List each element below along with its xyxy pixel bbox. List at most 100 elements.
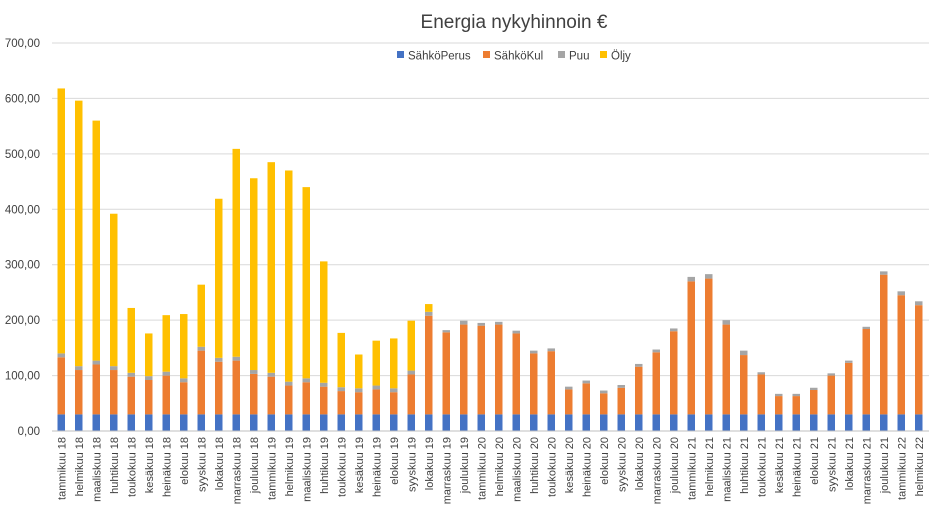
x-tick-label: heinäkuu 20 — [581, 437, 593, 497]
x-tick-label: huhtikuu 21 — [739, 437, 751, 494]
legend-swatch — [483, 51, 490, 58]
bar-segment — [547, 414, 555, 431]
bar-segment — [600, 390, 608, 394]
x-tick-label: tammikuu 21 — [686, 437, 698, 500]
bar-segment — [565, 386, 573, 390]
bar-segment — [757, 372, 765, 375]
x-tick-label: huhtikuu 20 — [529, 437, 541, 494]
x-axis-ticks: tammikuu 18 helmikuu 18 maaliskuu 18 huhtik… — [56, 437, 926, 504]
legend-label: SähköPerus — [408, 51, 471, 63]
bar-segment — [705, 274, 713, 279]
bar-segment — [127, 376, 135, 415]
x-tick-label: heinäkuu 19 — [371, 437, 383, 497]
bar-segment — [267, 376, 275, 415]
x-tick-label: huhtikuu 19 — [319, 437, 331, 494]
bar-segment — [792, 396, 800, 415]
x-tick-label: lokakuu 20 — [634, 437, 646, 490]
bar-segment — [775, 414, 783, 431]
bar-segment — [232, 356, 240, 361]
bar-segment — [215, 357, 223, 362]
bar-segment — [880, 274, 888, 415]
bar-segment — [705, 278, 713, 415]
bar-segment — [337, 332, 345, 388]
bar-segment — [757, 414, 765, 431]
bar-segment — [897, 295, 905, 415]
bar-segment — [915, 301, 923, 306]
bar-segment — [897, 291, 905, 296]
bar-segment — [110, 213, 118, 367]
bar-segment — [232, 414, 240, 431]
bar-segment — [687, 281, 695, 415]
bar-segment — [897, 414, 905, 431]
legend-swatch — [397, 51, 404, 58]
x-tick-label: marraskuu 18 — [231, 437, 243, 504]
bar-segment — [267, 414, 275, 431]
bar-segment — [197, 346, 205, 351]
bar-segment — [757, 374, 765, 415]
bar-segment — [460, 324, 468, 415]
bar-segment — [372, 340, 380, 386]
bar-segment — [110, 366, 118, 371]
bar-segment — [302, 414, 310, 431]
x-tick-label: marraskuu 19 — [441, 437, 453, 504]
bar-segment — [565, 389, 573, 415]
y-axis-ticks: 0,00 100,00 200,00 300,00 400,00 500,00 600,00… — [5, 38, 40, 438]
bar-segment — [232, 148, 240, 357]
y-tick-label: 100,00 — [5, 371, 40, 383]
bar-segment — [355, 388, 363, 393]
bar-segment — [792, 393, 800, 397]
bar-segment — [110, 370, 118, 415]
bar-segment — [512, 330, 520, 334]
bar-segment — [57, 353, 65, 358]
x-tick-label: joulukuu 20 — [669, 437, 681, 494]
x-tick-label: maaliskuu 18 — [91, 437, 103, 502]
bar-segment — [600, 393, 608, 415]
bar-segment — [302, 382, 310, 415]
bar-segment — [57, 88, 65, 354]
bar-segment — [180, 382, 188, 415]
bar-segment — [75, 366, 83, 371]
bar-segment — [442, 332, 450, 415]
bar-segment — [722, 324, 730, 415]
y-tick-label: 400,00 — [5, 204, 40, 216]
x-tick-label: toukokuu 21 — [756, 437, 768, 497]
legend-label: Puu — [569, 51, 589, 63]
y-tick-label: 200,00 — [5, 315, 40, 327]
x-tick-label: joulukuu 21 — [879, 437, 891, 494]
bar-segment — [197, 414, 205, 431]
bar-segment — [862, 329, 870, 415]
bar-segment — [110, 414, 118, 431]
x-tick-label: maaliskuu 20 — [511, 437, 523, 502]
bar-segment — [162, 414, 170, 431]
bar-segment — [740, 355, 748, 415]
bar-segment — [250, 178, 258, 371]
bar-segment — [792, 414, 800, 431]
bar-segment — [75, 414, 83, 431]
bar-segment — [880, 414, 888, 431]
x-tick-label: toukokuu 19 — [336, 437, 348, 497]
x-tick-label: kesäkuu 18 — [144, 437, 156, 493]
bar-segment — [355, 354, 363, 389]
x-tick-label: heinäkuu 21 — [791, 437, 803, 497]
bar-segment — [232, 360, 240, 415]
x-tick-label: elokuu 19 — [389, 437, 401, 485]
x-tick-label: kesäkuu 21 — [774, 437, 786, 493]
bar-segment — [162, 371, 170, 376]
legend-swatch — [558, 51, 565, 58]
x-tick-label: elokuu 21 — [809, 437, 821, 485]
bar-segment — [145, 376, 153, 381]
bar-segment — [827, 373, 835, 376]
bar-segment — [390, 414, 398, 431]
bar-segment — [215, 414, 223, 431]
bar-segment — [267, 372, 275, 377]
bar-segment — [862, 326, 870, 330]
bar-segment — [320, 382, 328, 387]
bar-segment — [180, 314, 188, 379]
x-tick-label: lokakuu 19 — [424, 437, 436, 490]
bar-segment — [810, 389, 818, 415]
bar-segment — [285, 381, 293, 386]
bar-segment — [617, 414, 625, 431]
bar-segment — [600, 414, 608, 431]
bar-segment — [390, 388, 398, 393]
